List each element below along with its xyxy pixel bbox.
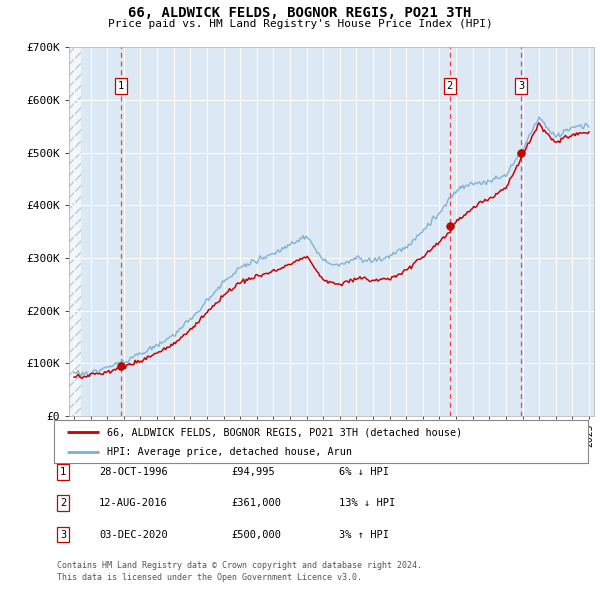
Text: 2: 2 [60,499,66,508]
Text: 66, ALDWICK FELDS, BOGNOR REGIS, PO21 3TH: 66, ALDWICK FELDS, BOGNOR REGIS, PO21 3T… [128,6,472,20]
Text: 3: 3 [60,530,66,539]
Text: £361,000: £361,000 [231,499,281,508]
Text: 03-DEC-2020: 03-DEC-2020 [99,530,168,539]
Text: HPI: Average price, detached house, Arun: HPI: Average price, detached house, Arun [107,447,352,457]
Text: 66, ALDWICK FELDS, BOGNOR REGIS, PO21 3TH (detached house): 66, ALDWICK FELDS, BOGNOR REGIS, PO21 3T… [107,427,463,437]
Text: 1: 1 [60,467,66,477]
Text: Price paid vs. HM Land Registry's House Price Index (HPI): Price paid vs. HM Land Registry's House … [107,19,493,29]
Text: 3: 3 [518,81,524,91]
Bar [65,47,82,416]
Text: 12-AUG-2016: 12-AUG-2016 [99,499,168,508]
Text: £94,995: £94,995 [231,467,275,477]
Text: 2: 2 [446,81,453,91]
Text: Contains HM Land Registry data © Crown copyright and database right 2024.
This d: Contains HM Land Registry data © Crown c… [57,561,422,582]
Text: 6% ↓ HPI: 6% ↓ HPI [339,467,389,477]
Text: 13% ↓ HPI: 13% ↓ HPI [339,499,395,508]
Text: £500,000: £500,000 [231,530,281,539]
Text: 1: 1 [118,81,124,91]
Text: 28-OCT-1996: 28-OCT-1996 [99,467,168,477]
Text: 3% ↑ HPI: 3% ↑ HPI [339,530,389,539]
